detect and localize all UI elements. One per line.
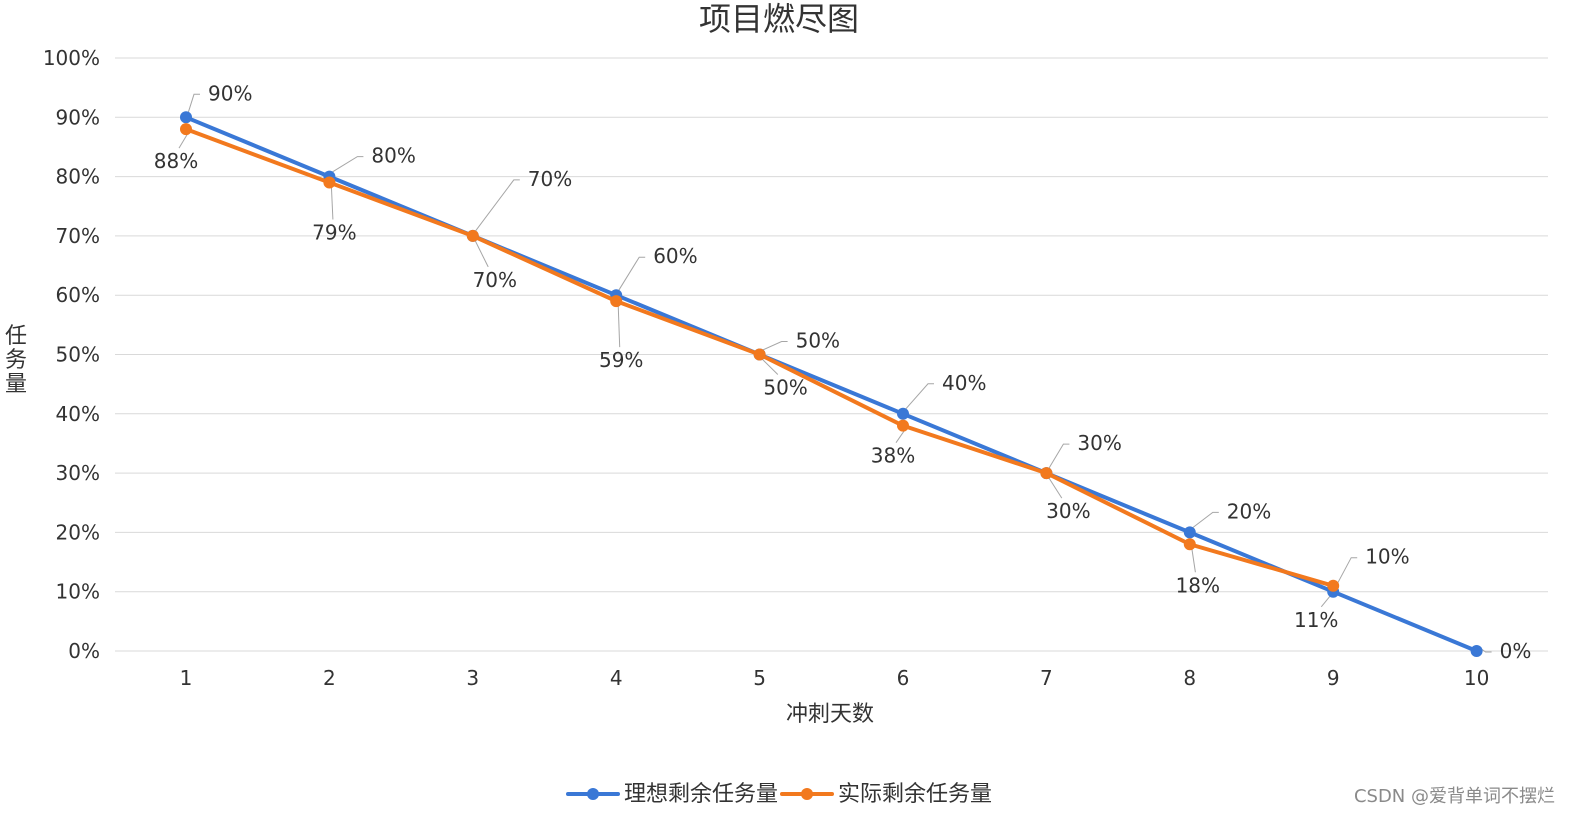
data-label: 0% xyxy=(1500,639,1532,663)
data-label: 38% xyxy=(871,444,915,468)
legend-label-actual: 实际剩余任务量 xyxy=(838,782,992,807)
data-label: 11% xyxy=(1294,608,1338,632)
data-point[interactable] xyxy=(466,229,479,242)
y-tick-label: 50% xyxy=(56,343,100,367)
x-tick-label: 6 xyxy=(897,666,910,690)
data-label: 59% xyxy=(599,348,643,372)
label-leader xyxy=(187,93,200,114)
data-point[interactable] xyxy=(1183,526,1196,539)
data-label: 50% xyxy=(763,376,807,400)
label-leader xyxy=(1191,511,1219,529)
label-leader xyxy=(761,341,788,351)
y-tick-label: 20% xyxy=(56,520,100,544)
x-tick-label: 7 xyxy=(1040,666,1053,690)
data-label-leaders xyxy=(178,93,1492,653)
series-lines xyxy=(180,111,1483,657)
data-label: 60% xyxy=(653,244,697,268)
data-point[interactable] xyxy=(1040,467,1053,480)
label-leader xyxy=(617,256,646,292)
data-point[interactable] xyxy=(753,348,766,361)
data-point[interactable] xyxy=(897,419,909,432)
legend-item-actual[interactable]: 实际剩余任务量 xyxy=(780,782,992,807)
x-tick-label: 8 xyxy=(1183,666,1196,690)
x-tick-label: 2 xyxy=(323,666,336,690)
data-label: 80% xyxy=(371,144,415,168)
data-label: 30% xyxy=(1077,431,1121,455)
data-label: 50% xyxy=(796,329,840,353)
y-tick-label: 80% xyxy=(56,165,100,189)
x-axis-ticks: 1 2 3 4 5 6 7 8 9 10 xyxy=(180,666,1490,690)
data-labels: 90% 80% 70% 60% 50% 40% 30% 20% 10% 0% 88% 79% 70% 59… xyxy=(154,81,1532,663)
label-leader xyxy=(1047,476,1063,499)
data-label: 70% xyxy=(473,268,517,292)
x-tick-label: 5 xyxy=(753,666,766,690)
y-axis-ticks: 0% 10% 20% 30% 40% 50% 60% 70% 80% 90% 100% xyxy=(43,46,100,663)
y-tick-label: 30% xyxy=(56,461,100,485)
watermark: CSDN @爱背单词不摆烂 xyxy=(1354,786,1555,807)
data-label: 10% xyxy=(1365,545,1409,569)
data-point[interactable] xyxy=(897,407,909,420)
data-label: 20% xyxy=(1227,499,1271,523)
data-label: 40% xyxy=(942,371,986,395)
x-tick-label: 9 xyxy=(1327,666,1340,690)
y-tick-label: 70% xyxy=(56,224,100,248)
label-leader xyxy=(1191,548,1196,573)
y-tick-label: 10% xyxy=(56,580,100,604)
label-leader xyxy=(331,156,364,174)
data-point[interactable] xyxy=(1470,645,1483,657)
label-leader xyxy=(1047,443,1070,470)
data-point[interactable] xyxy=(610,295,623,308)
y-tick-label: 0% xyxy=(68,639,100,663)
series-line-0 xyxy=(184,115,1479,653)
chart-title: 项目燃尽图 xyxy=(699,0,859,38)
data-label: 70% xyxy=(528,167,572,191)
y-axis-label: 任务量 xyxy=(5,324,27,397)
x-tick-label: 3 xyxy=(466,666,479,690)
label-leader xyxy=(1334,557,1358,588)
x-tick-label: 4 xyxy=(610,666,623,690)
data-point[interactable] xyxy=(180,111,192,124)
y-tick-label: 60% xyxy=(56,283,100,307)
x-axis-label: 冲刺天数 xyxy=(786,702,874,727)
label-leader xyxy=(330,186,334,220)
data-label: 18% xyxy=(1176,573,1220,597)
data-label: 79% xyxy=(312,221,356,245)
label-leader xyxy=(761,358,779,375)
y-tick-label: 100% xyxy=(43,46,100,70)
label-leader xyxy=(474,239,489,268)
data-point[interactable] xyxy=(1183,538,1196,551)
y-tick-label: 90% xyxy=(56,105,100,129)
label-leader xyxy=(178,132,189,149)
data-label: 30% xyxy=(1046,499,1090,523)
label-leader xyxy=(474,179,520,233)
x-tick-label: 10 xyxy=(1464,666,1489,690)
legend-label-ideal: 理想剩余任务量 xyxy=(624,782,778,807)
y-tick-label: 40% xyxy=(56,402,100,426)
x-tick-label: 1 xyxy=(180,666,193,690)
label-leader xyxy=(904,383,934,411)
data-point[interactable] xyxy=(323,176,336,189)
data-label: 90% xyxy=(208,81,252,105)
legend: 理想剩余任务量 实际剩余任务量 xyxy=(566,782,992,807)
gridlines xyxy=(115,57,1548,652)
label-leader xyxy=(617,305,621,348)
legend-item-ideal[interactable]: 理想剩余任务量 xyxy=(566,782,778,807)
data-label: 88% xyxy=(154,149,198,173)
data-point[interactable] xyxy=(180,123,192,136)
label-leader xyxy=(895,429,906,443)
data-point[interactable] xyxy=(1327,579,1340,592)
